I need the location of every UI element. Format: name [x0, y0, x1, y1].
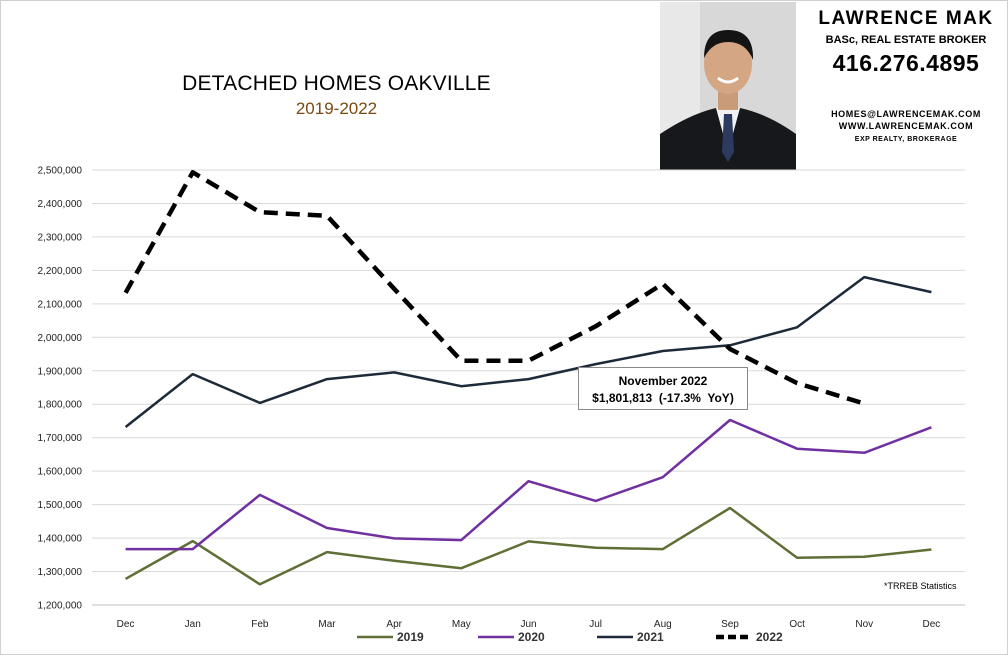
x-tick-label: Dec	[117, 619, 135, 630]
y-tick-label: 2,200,000	[38, 266, 83, 277]
series-line-2019	[124, 506, 932, 586]
series-line-2020	[125, 418, 932, 551]
y-tick-label: 2,500,000	[38, 166, 83, 177]
agent-title: BASc, REAL ESTATE BROKER	[825, 34, 987, 46]
x-tick-label: Apr	[386, 619, 402, 630]
x-tick-label: May	[452, 619, 471, 630]
series-line-2022	[123, 170, 865, 406]
y-tick-label: 1,800,000	[38, 400, 83, 411]
series-line-2021	[124, 275, 932, 428]
y-tick-label: 2,000,000	[38, 333, 83, 344]
legend-label-2019: 2019	[397, 630, 424, 644]
agent-email[interactable]: HOMES@LAWRENCEMAK.COM	[831, 109, 981, 119]
y-tick-label: 2,300,000	[38, 232, 83, 243]
chart-subtitle: 2019-2022	[295, 99, 378, 118]
x-axis: Dec Jan Feb Mar Apr May Jun Jul Aug Sep Oct Nov Dec	[117, 619, 941, 630]
agent-brokerage: EXP REALTY, BROKERAGE	[854, 136, 958, 143]
x-tick-label: Aug	[654, 619, 672, 630]
y-tick-label: 1,500,000	[38, 500, 83, 511]
callout-detail: $1,801,813 (-17.3% YoY)	[592, 391, 734, 405]
agent-info: LAWRENCE MAK BASc, REAL ESTATE BROKER 41…	[806, 8, 1006, 143]
legend-label-2022: 2022	[756, 630, 783, 644]
x-tick-label: Jul	[589, 619, 602, 630]
y-tick-label: 2,100,000	[38, 299, 83, 310]
x-tick-label: Sep	[721, 619, 739, 630]
y-tick-label: 1,400,000	[38, 534, 83, 545]
y-axis: 1,200,000 1,300,000 1,400,000 1,500,000 1,60…	[38, 166, 83, 612]
agent-name: LAWRENCE MAK	[818, 8, 994, 29]
chart-title: DETACHED HOMES OAKVILLE	[182, 72, 491, 95]
y-tick-label: 1,200,000	[38, 601, 83, 612]
annotation-callout: November 2022 $1,801,813 (-17.3% YoY)	[578, 367, 748, 410]
legend: 2019 2020 2021 2022	[357, 630, 783, 644]
gridlines	[92, 169, 965, 606]
x-tick-label: Dec	[923, 619, 941, 630]
y-tick-label: 2,400,000	[38, 199, 83, 210]
y-tick-label: 1,300,000	[38, 567, 83, 578]
y-tick-label: 1,900,000	[38, 366, 83, 377]
agent-photo	[660, 2, 796, 170]
y-tick-label: 1,600,000	[38, 467, 83, 478]
agent-website[interactable]: WWW.LAWRENCEMAK.COM	[838, 121, 974, 131]
x-tick-label: Mar	[318, 619, 336, 630]
legend-label-2021: 2021	[637, 630, 664, 644]
x-tick-label: Nov	[855, 619, 873, 630]
x-tick-label: Oct	[789, 619, 805, 630]
y-tick-label: 1,700,000	[38, 433, 83, 444]
agent-portrait-icon	[660, 2, 796, 170]
legend-label-2020: 2020	[518, 630, 545, 644]
x-tick-label: Jun	[520, 619, 536, 630]
source-note: *TRREB Statistics	[884, 581, 957, 591]
agent-phone[interactable]: 416.276.4895	[832, 50, 980, 76]
callout-title: November 2022	[618, 374, 708, 388]
series-lines	[123, 170, 932, 586]
x-tick-label: Jan	[185, 619, 201, 630]
x-tick-label: Feb	[251, 619, 269, 630]
